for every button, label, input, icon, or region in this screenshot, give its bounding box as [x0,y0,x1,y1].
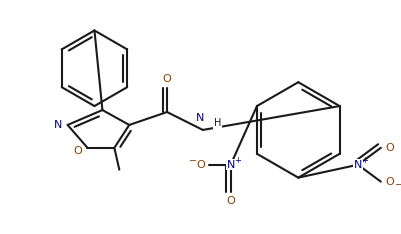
Text: N: N [195,113,204,123]
Text: O: O [385,143,393,153]
Text: O: O [385,177,393,187]
Text: −: − [188,156,196,166]
Text: O: O [73,146,82,156]
Text: N: N [53,120,62,130]
Text: +: + [234,156,241,165]
Text: N: N [226,160,234,170]
Text: H: H [214,118,221,128]
Text: −: − [394,180,401,190]
Text: O: O [226,196,235,205]
Text: O: O [162,74,171,84]
Text: +: + [360,156,367,165]
Text: N: N [353,160,361,170]
Text: O: O [196,160,205,170]
